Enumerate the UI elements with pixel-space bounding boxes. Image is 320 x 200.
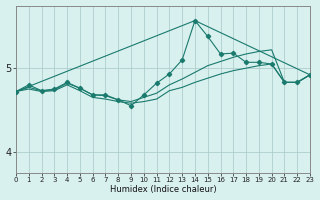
X-axis label: Humidex (Indice chaleur): Humidex (Indice chaleur) (110, 185, 216, 194)
